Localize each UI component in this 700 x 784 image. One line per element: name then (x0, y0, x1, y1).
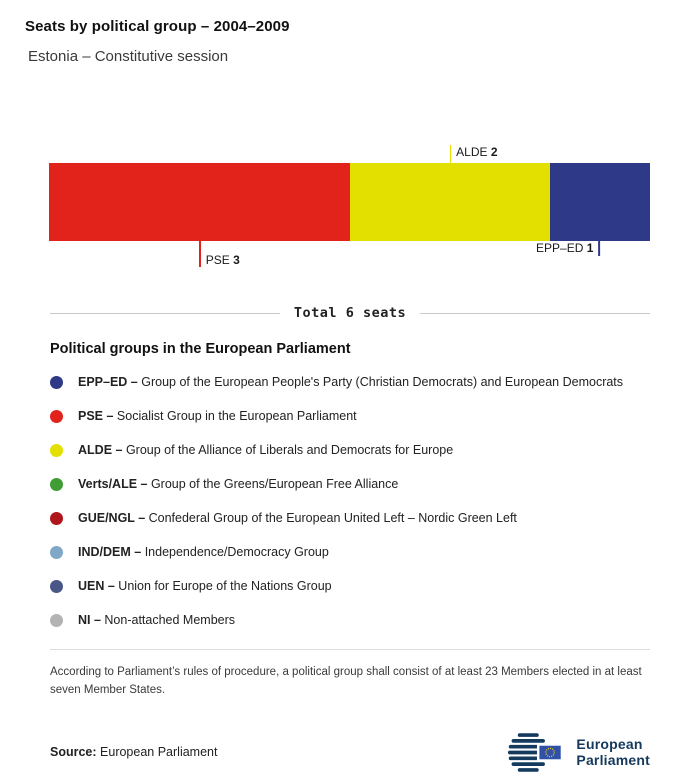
legend-dot (50, 579, 63, 593)
footnote-divider (50, 649, 650, 650)
page-subtitle: Estonia – Constitutive session (28, 48, 229, 65)
ep-logo-line1: European (576, 736, 643, 753)
ep-logo-wordmark: European Parliament (576, 736, 650, 768)
legend-label: EPP–ED – Group of the European People's … (78, 375, 624, 389)
legend-item-pse: PSE – Socialist Group in the European Pa… (50, 409, 650, 423)
legend-heading: Political groups in the European Parliam… (50, 341, 351, 357)
legend-item-uen: UEN – Union for Europe of the Nations Gr… (50, 579, 650, 593)
source-value: European Parliament (100, 745, 218, 760)
ep-hemicycle-icon (508, 732, 564, 772)
bar-label-pse: PSE 3 (199, 241, 245, 267)
bar-label-text: EPP–ED 1 (536, 241, 594, 255)
divider-line-left (50, 312, 280, 314)
legend-dot (50, 613, 63, 627)
bar-label-epp-ed: EPP–ED 1 (531, 241, 600, 256)
legend-dot (50, 545, 63, 559)
divider-line-right (420, 312, 651, 314)
legend-label: GUE/NGL – Confederal Group of the Europe… (78, 511, 517, 525)
legend-dot (50, 409, 63, 423)
stacked-bar (49, 163, 650, 241)
legend-label: UEN – Union for Europe of the Nations Gr… (78, 579, 332, 593)
legend-item-ind-dem: IND/DEM – Independence/Democracy Group (50, 545, 650, 559)
legend-dot (50, 443, 63, 457)
legend-label: ALDE – Group of the Alliance of Liberals… (78, 443, 454, 457)
total-seats-label: Total 6 seats (293, 305, 407, 321)
page-title: Seats by political group – 2004–2009 (25, 18, 290, 35)
bar-label-text: PSE 3 (205, 253, 240, 267)
ep-logo-line2: Parliament (576, 752, 650, 769)
european-parliament-logo: European Parliament (505, 730, 650, 775)
legend-item-verts-ale: Verts/ALE – Group of the Greens/European… (50, 477, 650, 491)
bar-segment-alde[interactable] (349, 163, 550, 241)
legend-label: IND/DEM – Independence/Democracy Group (78, 545, 329, 559)
bar-label-text: ALDE 2 (456, 145, 498, 159)
legend-item-alde: ALDE – Group of the Alliance of Liberals… (50, 443, 650, 457)
source-label: Source: (50, 745, 97, 760)
legend-label: PSE – Socialist Group in the European Pa… (78, 409, 357, 423)
legend-item-epp-ed: EPP–ED – Group of the European People's … (50, 375, 650, 389)
footnote: According to Parliament’s rules of proce… (50, 666, 642, 696)
legend-list: EPP–ED – Group of the European People's … (50, 375, 650, 627)
footer: Source: European Parliament European (50, 730, 650, 775)
annotations-below: PSE 3 EPP–ED 1 (49, 241, 650, 271)
tick-line (449, 145, 452, 163)
legend-item-ni: NI – Non-attached Members (50, 613, 650, 627)
legend-label: NI – Non-attached Members (78, 613, 236, 627)
source-line: Source: European Parliament (50, 745, 217, 759)
bar-label-alde: ALDE 2 (449, 145, 503, 163)
bar-segment-epp-ed[interactable] (549, 163, 650, 241)
legend-dot (50, 511, 63, 525)
annotations-above: ALDE 2 (49, 143, 650, 163)
tick-line (199, 241, 201, 267)
bar-segment-pse[interactable] (49, 163, 350, 241)
tick-line (598, 241, 600, 256)
legend-dot (50, 477, 63, 491)
seats-chart: ALDE 2 PSE 3 EPP–ED 1 (25, 143, 675, 271)
legend-label: Verts/ALE – Group of the Greens/European… (78, 477, 399, 491)
legend-dot (50, 375, 63, 389)
total-seats-divider: Total 6 seats (50, 305, 651, 321)
legend-item-gue-ngl: GUE/NGL – Confederal Group of the Europe… (50, 511, 650, 525)
